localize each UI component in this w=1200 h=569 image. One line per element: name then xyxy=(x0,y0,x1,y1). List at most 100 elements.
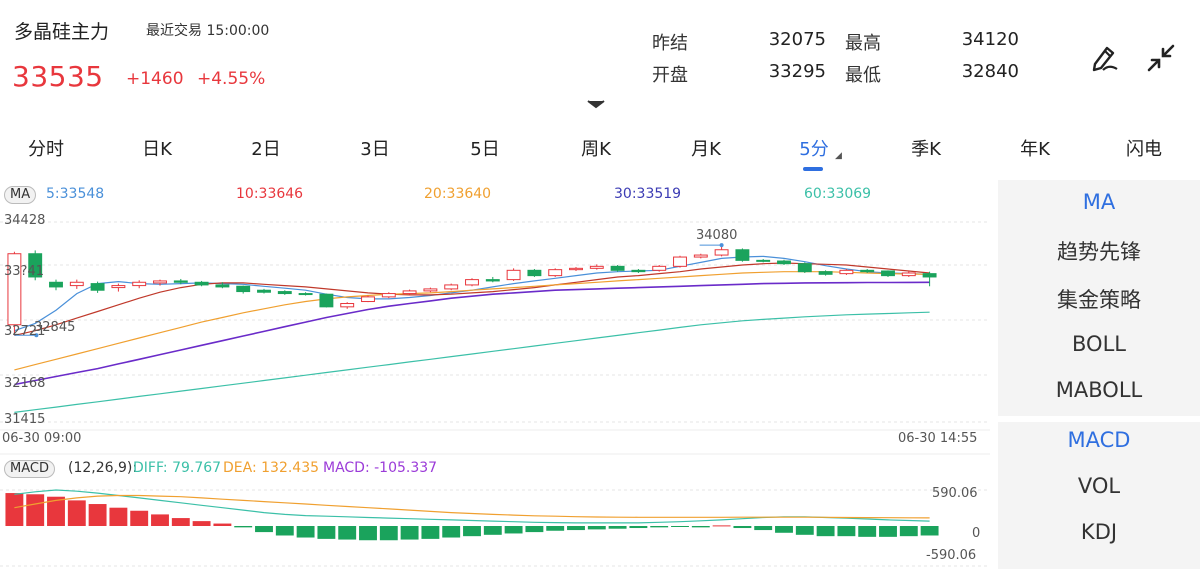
high-label: 最高 xyxy=(845,33,881,54)
candle-body xyxy=(548,269,563,277)
ma60-legend: 60:33069 xyxy=(804,186,872,202)
candle-body xyxy=(735,249,750,261)
ma10-legend: 10:33646 xyxy=(236,186,304,202)
candle-body xyxy=(423,288,438,292)
ma20-legend: 20:33640 xyxy=(424,186,492,202)
expand-chevron-icon[interactable] xyxy=(586,96,606,109)
candle-body xyxy=(194,281,209,286)
side-item-maboll[interactable]: MABOLL xyxy=(1055,378,1143,402)
tab-day-k[interactable]: 日K xyxy=(142,139,172,160)
side-divider xyxy=(998,416,1200,422)
low-value: 32840 xyxy=(961,61,1019,82)
candle-body xyxy=(673,256,687,267)
candle-body xyxy=(881,270,895,277)
macd-hist-bar xyxy=(88,504,107,526)
low-marker-dot xyxy=(34,333,39,338)
macd-hist-bar xyxy=(442,526,461,538)
candle-body xyxy=(298,293,313,296)
low-annotation: 32845 xyxy=(34,320,76,335)
draw-pen-icon[interactable] xyxy=(1087,40,1123,76)
macd-hist-bar xyxy=(837,526,856,537)
macd-hist-bar xyxy=(359,526,377,541)
tab-flash[interactable]: 闪电 xyxy=(1126,139,1162,160)
candle-body xyxy=(69,281,84,287)
candle-body xyxy=(818,271,833,275)
macd-hist-bar xyxy=(671,526,689,527)
macd-y-zero: 0 xyxy=(972,526,981,541)
high-annotation: 34080 xyxy=(696,228,738,243)
ma20-line xyxy=(14,271,930,371)
macd-hist-bar xyxy=(338,526,357,540)
candle-body xyxy=(49,281,63,288)
macd-hist-bar xyxy=(463,526,481,537)
period-tabs: 分时 日K 2日 3日 5日 周K 月K 5分 季K 年K 闪电 ◢ xyxy=(0,125,1200,175)
price-change: +1460 xyxy=(126,69,184,89)
time-start: 06-30 09:00 xyxy=(2,431,82,446)
stock-name: 多晶硅主力 xyxy=(14,21,110,43)
candle-body xyxy=(714,249,729,256)
last-price: 33535 xyxy=(12,60,104,93)
side-item-macd[interactable]: MACD xyxy=(1067,428,1131,452)
candle-body xyxy=(485,279,500,282)
macd-hist-bar xyxy=(109,507,128,526)
tab-month-k[interactable]: 月K xyxy=(691,139,721,160)
macd-hist-bar xyxy=(733,526,752,529)
macd-hist-bar xyxy=(525,526,544,533)
tab-dropdown-caret-icon[interactable]: ◢ xyxy=(835,151,842,161)
candle-body xyxy=(839,269,854,275)
ma10-line xyxy=(14,262,930,336)
side-item-vol[interactable]: VOL xyxy=(1077,474,1121,498)
macd-dea-line xyxy=(14,494,930,519)
ma5-legend: 5:33548 xyxy=(46,186,105,202)
side-item-kdj[interactable]: KDJ xyxy=(1080,520,1118,544)
side-item-ma[interactable]: MA xyxy=(1082,190,1116,214)
candle-body xyxy=(465,279,479,286)
macd-hist-bar xyxy=(296,526,315,538)
tab-fenshi[interactable]: 分时 xyxy=(28,139,64,160)
side-item-trend[interactable]: 趋势先锋 xyxy=(1057,240,1141,264)
tab-5day[interactable]: 5日 xyxy=(470,139,500,160)
candle-body xyxy=(319,293,334,308)
macd-hist-bar xyxy=(587,526,606,530)
open-label: 开盘 xyxy=(652,65,688,86)
candle-body xyxy=(589,265,604,269)
tab-5min[interactable]: 5分 xyxy=(799,139,829,160)
ma-indicator-tag[interactable]: MA xyxy=(4,186,37,204)
y-label-max: 34428 xyxy=(4,213,46,228)
time-end: 06-30 14:55 xyxy=(898,431,978,446)
ma60-line xyxy=(14,311,930,413)
side-item-boll[interactable]: BOLL xyxy=(1072,332,1126,356)
candle-body xyxy=(257,289,271,293)
macd-hist-bar xyxy=(151,514,169,526)
macd-hist-bar xyxy=(858,526,877,537)
candle-body xyxy=(527,269,542,277)
tab-year-k[interactable]: 年K xyxy=(1020,139,1050,160)
macd-hist-bar xyxy=(421,526,440,539)
side-item-strategy[interactable]: 集金策略 xyxy=(1057,288,1141,312)
ma30-line xyxy=(14,281,930,386)
candle-body xyxy=(7,253,22,326)
candle-body xyxy=(90,283,105,291)
macd-hist-bar xyxy=(629,526,648,529)
candle-body xyxy=(132,281,147,287)
tab-quarter-k[interactable]: 季K xyxy=(911,139,941,160)
high-marker-dot xyxy=(719,243,724,248)
candle-body xyxy=(652,265,667,271)
y-label-min: 31415 xyxy=(4,412,46,427)
candle-body xyxy=(777,260,791,265)
macd-indicator-tag[interactable]: MACD xyxy=(4,460,55,478)
y-label-3: 32721 xyxy=(4,324,46,339)
macd-hist-bar xyxy=(400,526,419,540)
candle-body xyxy=(569,267,583,271)
candle-body xyxy=(111,285,126,289)
tab-2day[interactable]: 2日 xyxy=(251,139,281,160)
quote-header: 多晶硅主力 最近交易 15:00:00 33535 +1460 +4.55% 昨… xyxy=(0,0,1200,120)
tab-3day[interactable]: 3日 xyxy=(360,139,390,160)
candle-body xyxy=(444,284,459,290)
kline-chart[interactable] xyxy=(0,180,990,569)
candle-body xyxy=(922,273,937,278)
collapse-icon[interactable] xyxy=(1143,40,1179,76)
tab-week-k[interactable]: 周K xyxy=(581,139,611,160)
macd-hist-bar xyxy=(213,523,232,526)
macd-hist-bar xyxy=(816,526,835,537)
